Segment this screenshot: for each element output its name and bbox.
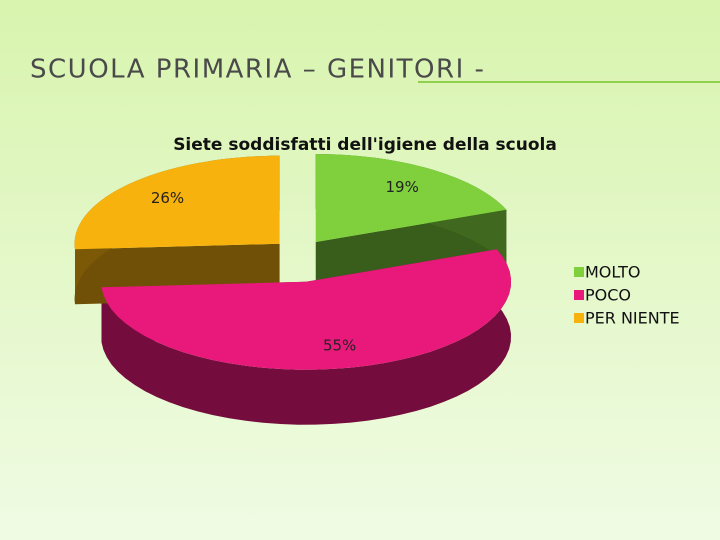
data-label: 55%	[323, 337, 356, 355]
legend-label: MOLTO	[585, 263, 640, 282]
legend-swatch	[574, 313, 584, 323]
slice	[74, 155, 280, 250]
legend-label: PER NIENTE	[585, 309, 680, 328]
pie: 19% 55% 26%	[74, 154, 511, 425]
legend-swatch	[574, 267, 584, 277]
slice-side	[101, 249, 511, 425]
data-label: 26%	[151, 189, 184, 207]
data-label: 19%	[385, 178, 418, 196]
slice	[315, 154, 507, 243]
slice	[101, 249, 511, 370]
legend-swatch	[574, 290, 584, 300]
legend-label: POCO	[585, 286, 631, 305]
legend: MOLTO POCO PER NIENTE	[574, 263, 680, 328]
slide-title: SCUOLA PRIMARIA – GENITORI -	[30, 55, 485, 85]
chart-title: Siete soddisfatti dell'igiene della scuo…	[173, 135, 557, 155]
